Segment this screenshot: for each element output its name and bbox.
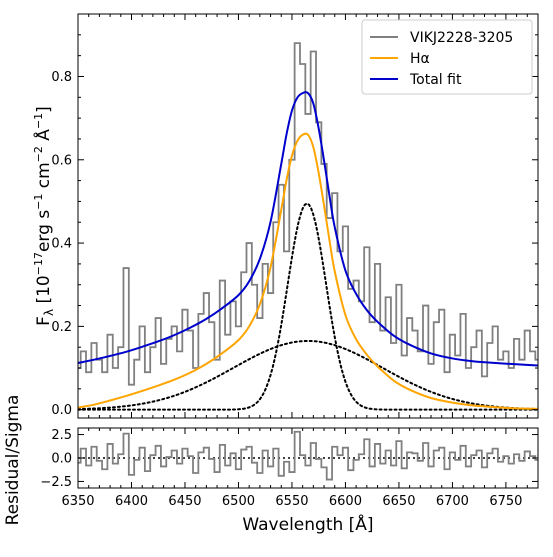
x-tick-label: 6500: [222, 494, 255, 509]
main-plot-frame: [77, 13, 539, 419]
main-y-tick-label: 0.2: [51, 320, 72, 335]
component-line-narrow-gaussian: [78, 202, 538, 411]
x-tick-label: 6650: [382, 494, 415, 509]
series-line-total-fit: [78, 91, 538, 367]
x-tick-label: 6600: [329, 494, 362, 509]
x-tick-label: 6550: [275, 494, 308, 509]
x-tick-label: 6350: [61, 494, 94, 509]
x-axis-label: Wavelength [Å]: [242, 513, 373, 535]
residual-y-tick-label: 0.0: [51, 452, 72, 467]
x-tick-label: 6400: [115, 494, 148, 509]
main-y-tick-label: 0.4: [51, 237, 72, 252]
x-tick-label: 6450: [168, 494, 201, 509]
main-y-tick-label: 0.6: [51, 153, 72, 168]
legend-label: Hα: [410, 51, 430, 67]
main-y-axis-label: Fλ [10−17erg s−1 cm−2 Å−1]: [32, 106, 56, 326]
residual-plot-frame: [77, 427, 539, 489]
legend-label: VIKJ2228-3205: [410, 30, 513, 46]
residual-plot-marks: [78, 430, 538, 481]
series-line-vikj2228-3205: [78, 42, 538, 386]
residual-y-axis-label: Residual/Sigma: [3, 395, 23, 526]
x-tick-label: 6700: [436, 494, 469, 509]
x-tick-label: 6750: [489, 494, 522, 509]
legend: VIKJ2228-3205 Hα Total fit: [361, 19, 533, 95]
residual-step-line: [78, 430, 538, 481]
residual-y-tick-label: 2.5: [51, 428, 72, 443]
legend-box: [361, 19, 533, 95]
main-y-tick-label: 0.8: [51, 70, 72, 85]
legend-label: Total fit: [409, 72, 462, 88]
series-line-h-: [78, 132, 538, 410]
residual-y-tick-label: −2.5: [40, 475, 72, 490]
main-plot-marks: [78, 42, 538, 411]
component-line-broad-gaussian: [78, 339, 538, 411]
main-y-tick-label: 0.0: [51, 403, 72, 418]
